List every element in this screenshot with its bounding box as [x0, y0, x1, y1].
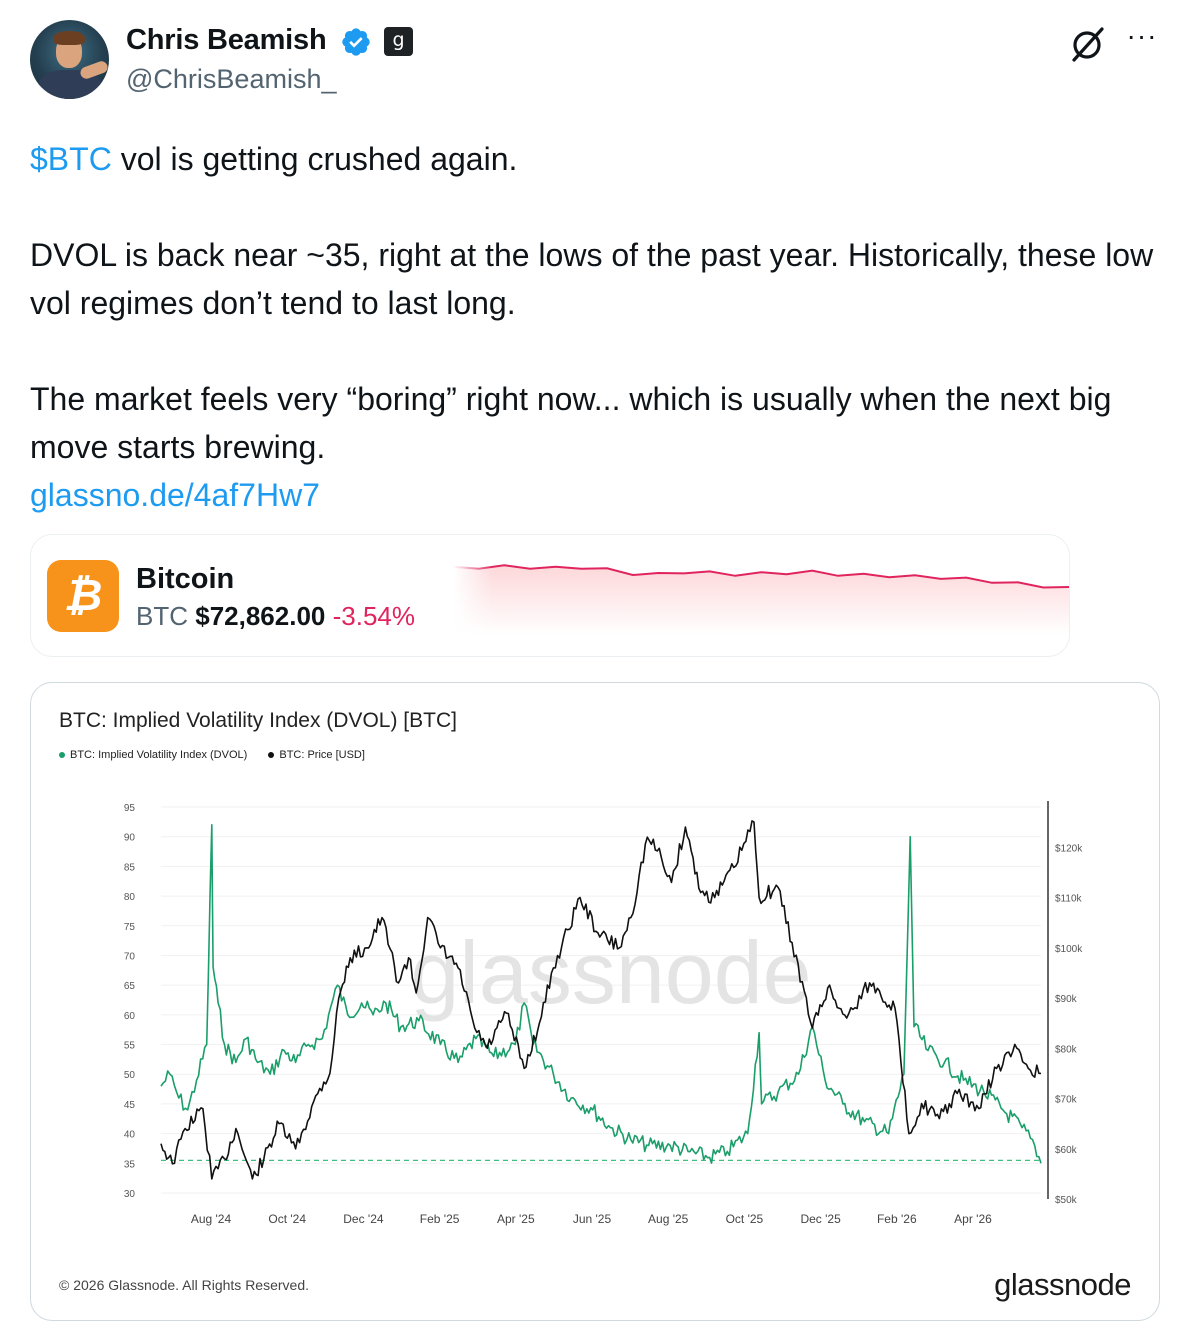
y-right-tick-label: $50k: [1055, 1195, 1078, 1206]
ticker-quote: BTC $72,862.00 -3.54%: [136, 601, 415, 632]
glassnode-logo: glassnode: [994, 1267, 1131, 1302]
y-left-tick-label: 60: [124, 1011, 136, 1022]
y-right-tick-label: $100k: [1055, 944, 1083, 955]
legend-dot-price: [268, 752, 275, 759]
ticker-card[interactable]: ₿ Bitcoin BTC $72,862.00 -3.54%: [30, 534, 1070, 657]
verified-badge-icon: [342, 28, 370, 56]
y-left-tick-label: 55: [124, 1041, 136, 1052]
x-tick-label: Apr '25: [497, 1212, 535, 1226]
y-left-tick-label: 50: [124, 1070, 136, 1081]
y-left-tick-label: 75: [124, 922, 136, 933]
legend-label-price: BTC: Price [USD]: [279, 749, 365, 761]
x-tick-label: Dec '24: [343, 1212, 384, 1226]
chart-title: BTC: Implied Volatility Index (DVOL) [BT…: [59, 709, 457, 732]
y-left-tick-label: 65: [124, 981, 136, 992]
author-name[interactable]: Chris Beamish: [126, 24, 327, 56]
y-right-tick-label: $70k: [1055, 1095, 1078, 1106]
x-tick-label: Dec '25: [800, 1212, 841, 1226]
x-tick-label: Jun '25: [573, 1212, 612, 1226]
legend-item-dvol: BTC: Implied Volatility Index (DVOL): [59, 749, 247, 761]
chart-copyright: © 2026 Glassnode. All Rights Reserved.: [59, 1277, 310, 1293]
chart-image-card[interactable]: BTC: Implied Volatility Index (DVOL) [BT…: [30, 682, 1160, 1321]
avatar-hair-shape: [53, 31, 85, 45]
cashtag-link[interactable]: $BTC: [30, 141, 112, 177]
y-left-tick-label: 80: [124, 892, 136, 903]
bitcoin-logo-icon: ₿: [47, 560, 119, 632]
x-tick-label: Feb '26: [877, 1212, 917, 1226]
ticker-symbol: BTC: [136, 601, 188, 631]
y-left-tick-label: 35: [124, 1159, 136, 1170]
tweet-paragraph-2: DVOL is back near ~35, right at the lows…: [30, 237, 1154, 321]
ticker-price: $72,862.00: [195, 601, 326, 631]
y-right-tick-label: $90k: [1055, 994, 1078, 1005]
tweet-paragraph-3: The market feels very “boring” right now…: [30, 381, 1112, 465]
sparkline-line: [453, 564, 1069, 589]
tweet-line-1: $BTC vol is getting crushed again.: [30, 135, 1170, 183]
y-left-tick-label: 90: [124, 833, 136, 844]
legend-dot-dvol: [59, 752, 65, 759]
legend-label-dvol: BTC: Implied Volatility Index (DVOL): [70, 749, 248, 761]
series-line-price: [160, 820, 1042, 1180]
series-line-dvol: [160, 824, 1042, 1164]
y-left-tick-label: 85: [124, 862, 136, 873]
tweet-link[interactable]: glassno.de/4af7Hw7: [30, 477, 320, 513]
y-left-tick-label: 30: [124, 1189, 136, 1200]
author-avatar[interactable]: [30, 20, 109, 99]
ticker-name: Bitcoin: [136, 563, 235, 595]
author-handle[interactable]: @ChrisBeamish_: [126, 64, 337, 94]
price-sparkline: [453, 557, 1069, 635]
y-left-tick-label: 70: [124, 951, 136, 962]
chart-legend: BTC: Implied Volatility Index (DVOL) BTC…: [59, 749, 383, 761]
x-tick-label: Aug '25: [648, 1212, 689, 1226]
y-left-tick-label: 45: [124, 1100, 136, 1111]
x-tick-label: Oct '25: [726, 1212, 764, 1226]
legend-item-price: BTC: Price [USD]: [268, 749, 365, 761]
sparkline-area: [453, 565, 1069, 635]
x-tick-label: Apr '26: [954, 1212, 992, 1226]
grok-icon[interactable]: [1068, 24, 1108, 64]
y-right-tick-label: $110k: [1055, 894, 1083, 905]
y-right-tick-label: $60k: [1055, 1145, 1078, 1156]
tweet-text: $BTC vol is getting crushed again. DVOL …: [30, 135, 1170, 519]
y-left-tick-label: 40: [124, 1130, 136, 1141]
x-tick-label: Feb '25: [420, 1212, 460, 1226]
x-tick-label: Aug '24: [191, 1212, 232, 1226]
x-tick-label: Oct '24: [268, 1212, 306, 1226]
tweet-line-1-text: vol is getting crushed again.: [111, 141, 518, 177]
more-options-icon[interactable]: ···: [1126, 20, 1158, 51]
affiliate-badge[interactable]: g: [384, 27, 413, 56]
ticker-change: -3.54%: [332, 601, 415, 631]
y-left-tick-label: 95: [124, 803, 136, 814]
y-right-tick-label: $80k: [1055, 1044, 1078, 1055]
y-right-tick-label: $120k: [1055, 843, 1083, 854]
